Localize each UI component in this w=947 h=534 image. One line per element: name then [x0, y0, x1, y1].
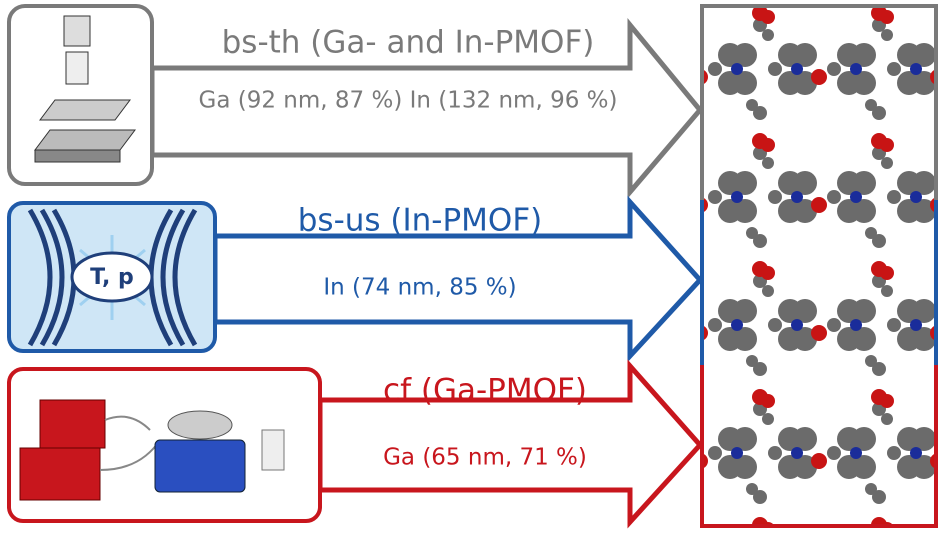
icon-thermal — [7, 4, 154, 186]
method-result: Ga (65 nm, 71 %) — [383, 445, 587, 471]
icon-ultrasound — [7, 201, 217, 353]
mof-structure — [702, 6, 936, 526]
method-title: bs-th (Ga- and In-PMOF) — [222, 25, 595, 61]
method-result: In (74 nm, 85 %) — [323, 275, 516, 301]
icon-flow — [7, 367, 322, 523]
method-title: cf (Ga-PMOF) — [383, 373, 587, 409]
arrow — [149, 18, 704, 199]
method-title: bs-us (In-PMOF) — [298, 203, 543, 239]
arrow — [212, 195, 704, 363]
arrow — [317, 359, 704, 529]
icon-label: T, p — [90, 265, 134, 290]
panel-border — [700, 200, 938, 365]
method-result: Ga (92 nm, 87 %) In (132 nm, 96 %) — [199, 88, 618, 114]
panel-border — [700, 4, 938, 200]
